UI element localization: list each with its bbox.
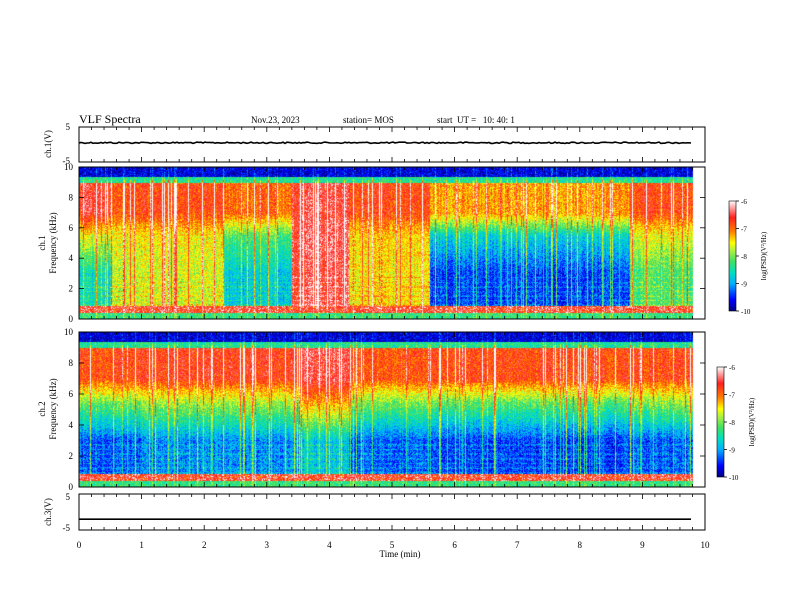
time-tick-label: 4 (327, 540, 332, 550)
freq-tick-label: 6 (69, 389, 74, 399)
time-tick-label: 3 (265, 540, 270, 550)
freq-tick-label: 6 (69, 223, 74, 233)
colorbar-tick-label: -10 (729, 474, 739, 482)
ch2-colorbar-label: log(PSD)(V²/Hz) (748, 397, 756, 446)
colorbar-tick-label: -7 (741, 226, 747, 234)
time-ticks (78, 127, 706, 530)
ch1-voltage-panel: 5 -5 ch.1(V) (43, 122, 706, 166)
ch2-channel-label: ch.2 (37, 401, 47, 416)
time-tick-label: 1 (139, 540, 144, 550)
ch1-spectrogram-image (79, 167, 705, 319)
ch1-freq-ticks: 0 2 4 6 8 10 (64, 162, 705, 324)
ch1-voltage-trace (78, 141, 692, 145)
freq-tick-label: 0 (69, 482, 74, 492)
colorbar-tick-label: -6 (741, 198, 747, 206)
freq-tick-label: 10 (64, 162, 74, 172)
figure-title: VLF Spectra (79, 112, 141, 126)
ch2-colorbar-scale (716, 366, 725, 478)
ch1-freq-ylabel: Frequency (kHz) (48, 212, 58, 273)
time-tick-label: 0 (77, 540, 82, 550)
ch3-voltage-panel: 5 -5 ch.3(V) (43, 492, 706, 533)
ch1-colorbar-scale (728, 200, 737, 312)
ch2-spectrogram-image (79, 332, 705, 487)
ch1-voltage-frame (78, 126, 706, 163)
ch1-ytick-top: 5 (66, 122, 71, 132)
ch1-colorbar: -6 -7 -8 -9 -10 log(PSD)(V²/Hz) (728, 198, 768, 316)
colorbar-tick-label: -8 (729, 419, 735, 427)
ch1-channel-label: ch.1 (37, 235, 47, 250)
colorbar-tick-label: -10 (741, 308, 751, 316)
ch2-colorbar: -6 -7 -8 -9 -10 log(PSD)(V²/Hz) (716, 364, 756, 482)
ch1-colorbar-label: log(PSD)(V²/Hz) (760, 231, 768, 280)
ch1-spectrogram-panel: 0 2 4 6 8 10 ch.1 Frequency (kHz) (37, 162, 706, 324)
ch3-voltage-ylabel: ch.3(V) (43, 498, 53, 526)
freq-tick-label: 4 (69, 253, 74, 263)
freq-tick-label: 0 (69, 314, 74, 324)
colorbar-tick-label: -7 (729, 392, 735, 400)
freq-tick-label: 2 (69, 284, 74, 294)
ch1-voltage-ylabel: ch.1(V) (43, 130, 53, 158)
ch3-ytick-top: 5 (66, 492, 71, 502)
freq-tick-label: 8 (69, 192, 74, 202)
ch3-ytick-bottom: -5 (63, 523, 71, 533)
start-ut-label: start UT = 10: 40: 1 (437, 115, 515, 125)
time-tick-label: 6 (452, 540, 457, 550)
time-tick-label: 8 (578, 540, 583, 550)
ch3-voltage-frame (78, 493, 706, 531)
time-tick-label: 5 (390, 540, 395, 550)
ch2-freq-ticks: 0 2 4 6 8 10 (64, 327, 705, 492)
time-tick-label: 10 (701, 540, 711, 550)
colorbar-tick-label: -8 (741, 253, 747, 261)
time-axis-label: Time (min) (380, 549, 421, 559)
ch1-ytick-bottom: -5 (63, 156, 71, 166)
station-label: station= MOS (343, 115, 394, 125)
freq-tick-label: 10 (64, 327, 74, 337)
colorbar-tick-label: -9 (741, 281, 747, 289)
date-label: Nov.23, 2023 (251, 115, 300, 125)
ch2-freq-ylabel: Frequency (kHz) (48, 378, 58, 439)
freq-tick-label: 2 (69, 451, 74, 461)
ch2-spectrogram-panel: 0 2 4 6 8 10 ch.2 Frequency (kHz) (37, 327, 706, 492)
colorbar-tick-label: -6 (729, 364, 735, 372)
time-tick-label: 9 (640, 540, 645, 550)
freq-tick-label: 4 (69, 420, 74, 430)
time-tick-label: 2 (202, 540, 207, 550)
time-tick-label: 7 (515, 540, 520, 550)
freq-tick-label: 8 (69, 358, 74, 368)
colorbar-tick-label: -9 (729, 447, 735, 455)
time-tick-labels: 0 1 2 3 4 5 6 7 8 9 10 (77, 540, 710, 550)
